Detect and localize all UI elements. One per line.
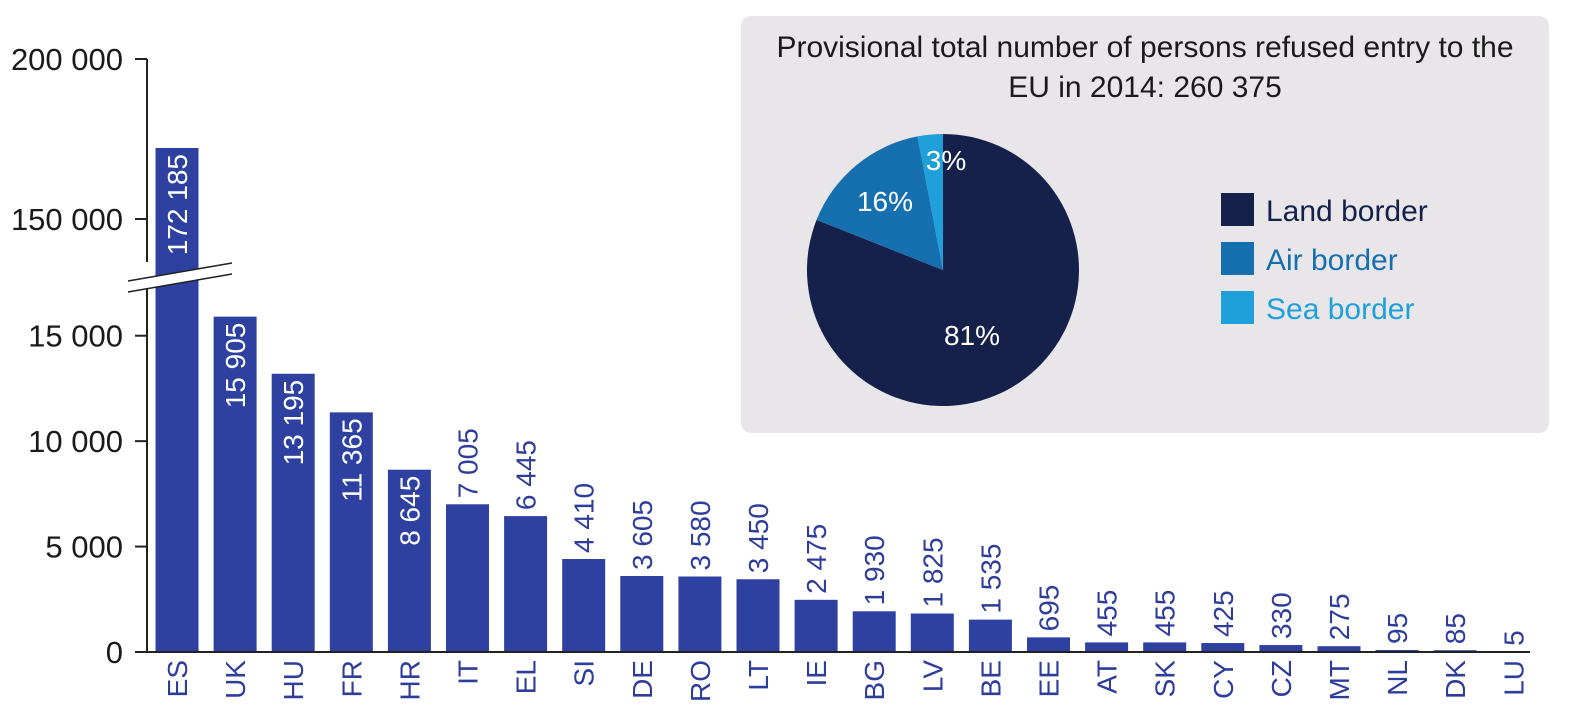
- category-label-uk: UK: [220, 660, 251, 699]
- bar-mt: [1317, 646, 1361, 652]
- value-label-el: 6 445: [511, 440, 542, 510]
- pie-chart: 81% 16% 3%: [807, 134, 1079, 406]
- value-label-bg: 1 930: [859, 535, 890, 605]
- legend-swatch-air-border: [1221, 242, 1254, 275]
- bar-sk: [1143, 642, 1187, 652]
- category-label-dk: DK: [1440, 660, 1471, 699]
- bar-cz: [1259, 645, 1303, 652]
- bar-lv: [910, 613, 954, 652]
- bar-be: [968, 619, 1012, 652]
- value-label-de: 3 605: [627, 500, 658, 570]
- legend-swatch-land-border: [1221, 193, 1254, 226]
- pie-title-line-2: EU in 2014: 260 375: [1008, 71, 1282, 104]
- bar-ee: [1027, 637, 1070, 652]
- category-label-it: IT: [453, 660, 484, 685]
- category-label-sk: SK: [1150, 660, 1181, 698]
- value-label-fr: 11 365: [336, 418, 367, 502]
- category-label-cz: CZ: [1266, 660, 1297, 697]
- pie-title-line-1: Provisional total number of persons refu…: [776, 31, 1513, 64]
- value-label-ro: 3 580: [685, 500, 716, 570]
- legend-label-sea-border: Sea border: [1266, 293, 1414, 326]
- pie-legend: Land border Air border Sea border: [1221, 193, 1428, 326]
- bar-uk: [213, 316, 257, 652]
- value-label-mt: 275: [1324, 593, 1355, 640]
- category-label-be: BE: [975, 660, 1006, 697]
- category-label-si: SI: [569, 660, 600, 686]
- bar-si: [562, 559, 606, 652]
- pie-pct-label-air-border: 16%: [857, 186, 913, 217]
- category-label-at: AT: [1092, 660, 1123, 694]
- bar-it: [446, 504, 489, 652]
- axis-break-line: [127, 273, 233, 293]
- legend-label-land-border: Land border: [1266, 195, 1428, 228]
- category-label-fr: FR: [336, 660, 367, 697]
- bar-at: [1085, 642, 1129, 652]
- category-label-bg: BG: [859, 660, 890, 700]
- value-label-es: 172 185: [162, 154, 193, 255]
- y-tick-label: 10 000: [28, 424, 123, 459]
- bar-chart: 0 5 000 10 000 15 000 150 000 200 000 172 185 E…: [11, 42, 1535, 702]
- y-tick-label: 200 000: [11, 42, 123, 77]
- bar-de: [620, 575, 664, 652]
- value-label-lv: 1 825: [917, 537, 948, 607]
- y-tick-label: 150 000: [11, 202, 123, 237]
- value-label-lu: 5: [1498, 630, 1529, 646]
- bar-hu: [271, 373, 315, 652]
- bar-nl: [1375, 649, 1419, 652]
- pie-slice-sea-border: [917, 134, 943, 270]
- category-label-lu: LU: [1498, 660, 1529, 696]
- value-label-sk: 455: [1150, 590, 1181, 637]
- category-label-lv: LV: [917, 660, 948, 692]
- legend-swatch-sea-border: [1221, 291, 1254, 324]
- bar-es: [155, 148, 199, 652]
- category-label-hr: HR: [394, 660, 425, 700]
- value-label-ie: 2 475: [801, 524, 832, 594]
- bar-hr: [387, 469, 431, 652]
- category-label-es: ES: [162, 660, 193, 697]
- value-label-be: 1 535: [975, 544, 1006, 614]
- pie-pct-label-sea-border: 3%: [926, 145, 966, 176]
- category-label-ee: EE: [1034, 660, 1065, 697]
- value-label-at: 455: [1092, 590, 1123, 637]
- category-label-ro: RO: [685, 660, 716, 702]
- axis-break-line: [127, 262, 233, 282]
- value-label-uk: 15 905: [220, 323, 251, 409]
- y-tick-label: 5 000: [45, 530, 123, 565]
- y-tick-label: 15 000: [28, 319, 123, 354]
- value-label-ee: 695: [1034, 585, 1065, 632]
- category-label-de: DE: [627, 660, 658, 699]
- value-label-si: 4 410: [569, 483, 600, 553]
- bar-el: [504, 516, 548, 652]
- bar-bg: [852, 611, 896, 652]
- bar-ie: [794, 599, 838, 652]
- value-label-nl: 95: [1382, 613, 1413, 644]
- axis-break-gap: [128, 263, 232, 292]
- legend-label-air-border: Air border: [1266, 244, 1398, 277]
- value-label-dk: 85: [1440, 613, 1471, 644]
- pie-pct-label-land-border: 81%: [944, 320, 1000, 351]
- pie-slice-air-border: [816, 136, 943, 270]
- value-label-lt: 3 450: [743, 503, 774, 573]
- category-label-lt: LT: [743, 660, 774, 691]
- category-label-el: EL: [511, 660, 542, 694]
- value-label-cz: 330: [1266, 592, 1297, 639]
- value-label-hr: 8 645: [394, 476, 425, 546]
- bar-fr: [329, 412, 373, 652]
- category-label-cy: CY: [1208, 660, 1239, 699]
- category-label-nl: NL: [1382, 660, 1413, 696]
- category-label-ie: IE: [801, 660, 832, 686]
- bar-ro: [678, 576, 722, 652]
- category-label-mt: MT: [1324, 660, 1355, 700]
- pie-panel: Provisional total number of persons refu…: [741, 16, 1549, 433]
- y-tick-label: 0: [106, 635, 123, 670]
- value-label-cy: 425: [1208, 590, 1239, 637]
- category-label-hu: HU: [278, 660, 309, 700]
- value-label-it: 7 005: [453, 428, 484, 498]
- value-label-hu: 13 195: [278, 380, 309, 466]
- bar-lt: [736, 579, 780, 652]
- bar-cy: [1201, 643, 1245, 652]
